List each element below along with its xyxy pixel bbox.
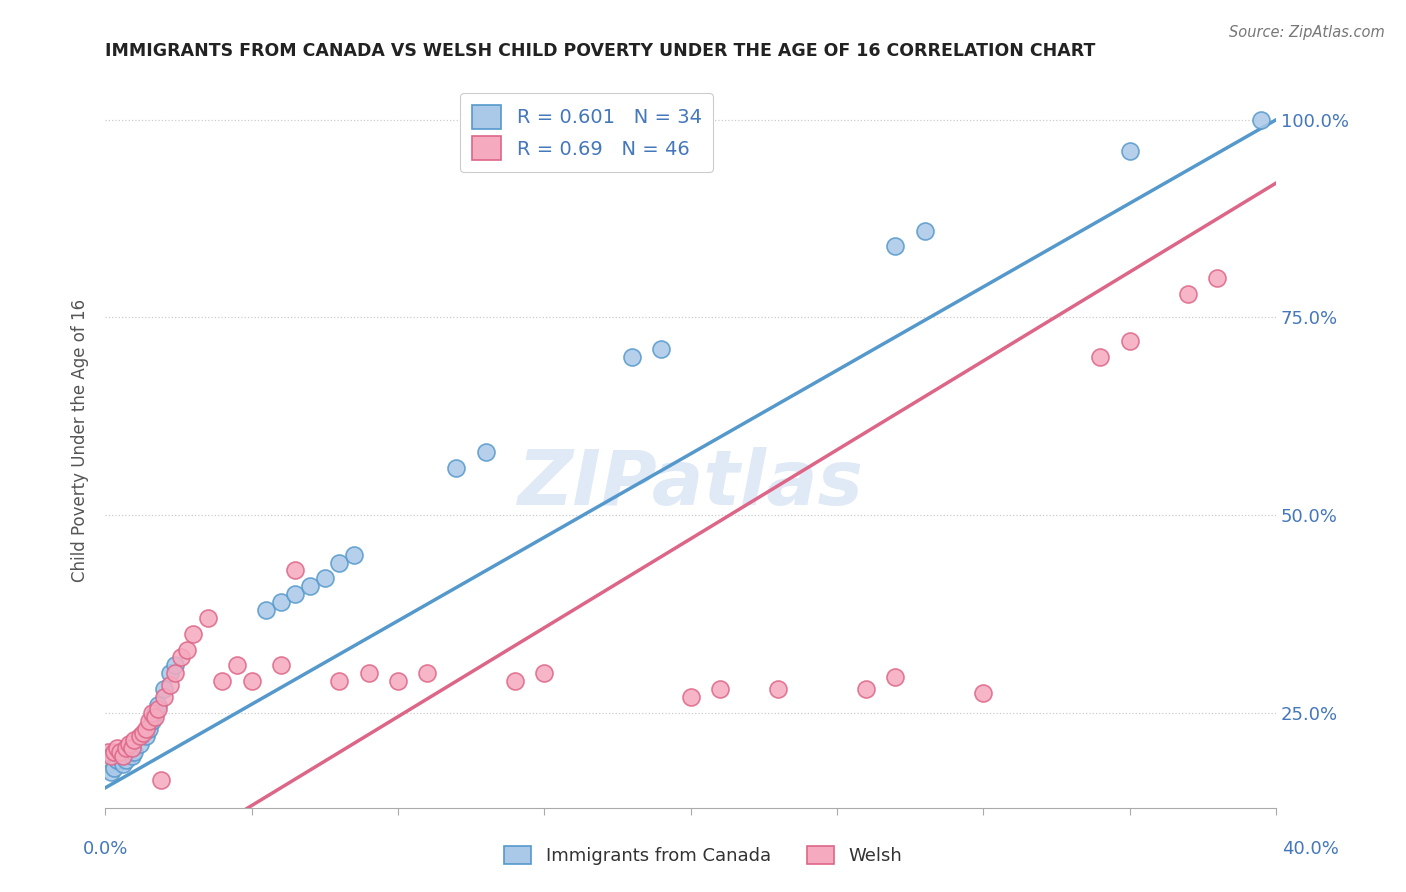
Point <box>143 709 166 723</box>
Point <box>533 666 555 681</box>
Point <box>121 741 143 756</box>
Point <box>884 670 907 684</box>
Point <box>416 666 439 681</box>
Point <box>254 603 277 617</box>
Point <box>314 571 336 585</box>
Point <box>284 587 307 601</box>
Point <box>138 714 160 728</box>
Point <box>138 722 160 736</box>
Point <box>211 674 233 689</box>
Point <box>141 714 163 728</box>
Point <box>114 741 136 756</box>
Point <box>446 460 468 475</box>
Point <box>165 666 187 681</box>
Point <box>97 757 120 772</box>
Point <box>111 749 134 764</box>
Point <box>100 749 122 764</box>
Point <box>387 674 409 689</box>
Point <box>176 642 198 657</box>
Point <box>132 725 155 739</box>
Point <box>197 611 219 625</box>
Point <box>111 757 134 772</box>
Text: 0.0%: 0.0% <box>83 840 128 858</box>
Point <box>97 745 120 759</box>
Point <box>152 681 174 696</box>
Point <box>299 579 322 593</box>
Point <box>105 741 128 756</box>
Point <box>121 749 143 764</box>
Point <box>328 674 350 689</box>
Point <box>503 674 526 689</box>
Point <box>768 681 790 696</box>
Point <box>1250 112 1272 127</box>
Point <box>343 548 366 562</box>
Point <box>650 342 672 356</box>
Point <box>103 761 125 775</box>
Point <box>1090 350 1112 364</box>
Point <box>135 722 157 736</box>
Point <box>149 772 172 787</box>
Point <box>141 706 163 720</box>
Point <box>108 749 131 764</box>
Point <box>117 745 139 759</box>
Point <box>709 681 731 696</box>
Legend: R = 0.601   N = 34, R = 0.69   N = 46: R = 0.601 N = 34, R = 0.69 N = 46 <box>460 93 713 172</box>
Point <box>284 564 307 578</box>
Text: IMMIGRANTS FROM CANADA VS WELSH CHILD POVERTY UNDER THE AGE OF 16 CORRELATION CH: IMMIGRANTS FROM CANADA VS WELSH CHILD PO… <box>105 42 1095 60</box>
Point <box>129 737 152 751</box>
Legend: Immigrants from Canada, Welsh: Immigrants from Canada, Welsh <box>496 838 910 872</box>
Point <box>146 698 169 712</box>
Point <box>270 658 292 673</box>
Point <box>117 737 139 751</box>
Point <box>105 753 128 767</box>
Point <box>270 595 292 609</box>
Point <box>152 690 174 704</box>
Point <box>100 765 122 780</box>
Point <box>914 223 936 237</box>
Point <box>1118 145 1140 159</box>
Point <box>165 658 187 673</box>
Point <box>328 556 350 570</box>
Y-axis label: Child Poverty Under the Age of 16: Child Poverty Under the Age of 16 <box>72 299 89 582</box>
Text: Source: ZipAtlas.com: Source: ZipAtlas.com <box>1229 25 1385 40</box>
Point <box>240 674 263 689</box>
Text: 40.0%: 40.0% <box>1282 840 1339 858</box>
Point <box>108 745 131 759</box>
Text: ZIPatlas: ZIPatlas <box>517 447 863 521</box>
Point <box>181 626 204 640</box>
Point <box>1206 271 1229 285</box>
Point <box>1118 334 1140 349</box>
Point <box>159 678 181 692</box>
Point <box>474 445 496 459</box>
Point <box>114 753 136 767</box>
Point <box>357 666 380 681</box>
Point <box>226 658 249 673</box>
Point <box>124 733 146 747</box>
Point <box>972 686 994 700</box>
Point <box>170 650 193 665</box>
Point <box>135 730 157 744</box>
Point <box>124 745 146 759</box>
Point <box>1177 286 1199 301</box>
Point <box>129 730 152 744</box>
Point <box>103 745 125 759</box>
Point <box>159 666 181 681</box>
Point <box>146 702 169 716</box>
Point <box>855 681 877 696</box>
Point <box>884 239 907 253</box>
Point <box>679 690 702 704</box>
Point <box>621 350 644 364</box>
Point <box>143 706 166 720</box>
